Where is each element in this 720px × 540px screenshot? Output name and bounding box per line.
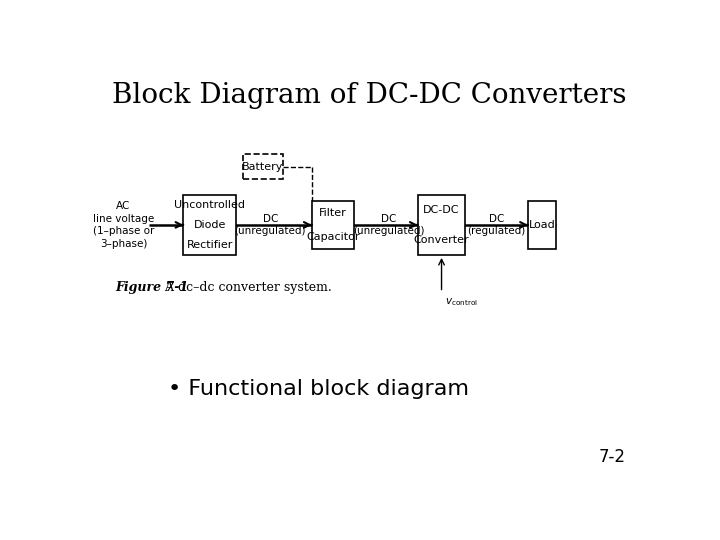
Bar [312,201,354,249]
Bar [528,201,556,249]
Bar [418,195,465,255]
Text: (unregulated): (unregulated) [353,226,424,236]
Text: • Functional block diagram: • Functional block diagram [168,379,469,399]
Text: $v_{\rm control}$: $v_{\rm control}$ [446,296,478,308]
Text: Uncontrolled: Uncontrolled [174,200,246,210]
Bar [184,195,236,255]
Text: line voltage: line voltage [93,214,154,224]
Text: DC-DC: DC-DC [423,205,460,215]
Text: Figure 7-1: Figure 7-1 [115,281,189,294]
Text: Block Diagram of DC-DC Converters: Block Diagram of DC-DC Converters [112,83,626,110]
Text: 7-2: 7-2 [599,448,626,466]
Text: DC: DC [489,214,504,224]
Text: DC: DC [381,214,396,224]
Text: (1–phase or: (1–phase or [93,226,154,236]
Text: 3–phase): 3–phase) [100,239,147,248]
Text: Battery: Battery [243,161,284,172]
Text: Filter: Filter [319,208,346,218]
Text: Rectifier: Rectifier [186,240,233,250]
Text: DC: DC [263,214,278,224]
Text: AC: AC [117,201,130,211]
Text: Converter: Converter [414,235,469,245]
Text: (unregulated): (unregulated) [235,226,306,236]
Text: A dc–dc converter system.: A dc–dc converter system. [157,281,332,294]
Bar [243,154,282,179]
Text: Diode: Diode [194,220,226,230]
Text: (regulated): (regulated) [467,226,526,236]
Text: Load: Load [528,220,555,230]
Text: Capacitor: Capacitor [306,232,359,242]
